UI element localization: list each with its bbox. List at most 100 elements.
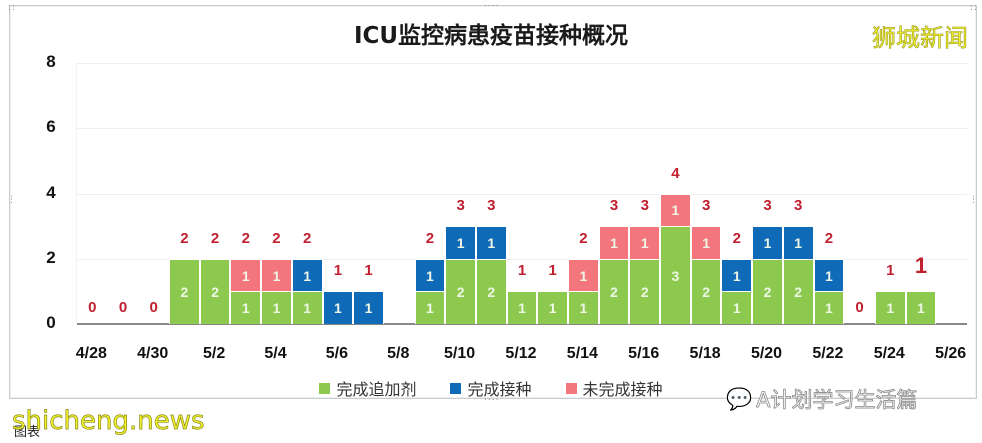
x-tick-label: 5/6 bbox=[325, 345, 348, 362]
x-tick-label: 5/24 bbox=[873, 345, 905, 362]
bar-segment: 1 bbox=[261, 258, 292, 292]
bar-segment: 1 bbox=[813, 258, 845, 292]
x-tick-label: 5/4 bbox=[264, 345, 287, 362]
legend-item[interactable]: 未完成接种 bbox=[565, 376, 663, 400]
bar-segment: 2 bbox=[445, 258, 476, 324]
resize-handle-top[interactable]: .... bbox=[484, 0, 500, 9]
bar-segment: 2 bbox=[629, 258, 661, 324]
bar-segment: 3 bbox=[660, 226, 691, 324]
bar-segment: 1 bbox=[261, 291, 292, 324]
bar-segment: 1 bbox=[874, 291, 906, 324]
x-tick-label: 5/18 bbox=[689, 345, 721, 362]
x-tick-label: 5/2 bbox=[202, 345, 226, 362]
bar-segment: 1 bbox=[660, 193, 691, 227]
bar-segment: 1 bbox=[721, 291, 753, 324]
gridline bbox=[77, 258, 967, 260]
legend-item[interactable]: 完成追加剂 bbox=[319, 376, 416, 400]
bar-segment: 1 bbox=[782, 226, 814, 259]
total-label: 0 bbox=[855, 299, 864, 317]
x-axis-line bbox=[77, 323, 967, 325]
total-label: 3 bbox=[456, 197, 465, 215]
legend-swatch-icon bbox=[450, 382, 462, 394]
total-label: 3 bbox=[609, 197, 619, 215]
x-tick-label: 5/26 bbox=[935, 345, 967, 362]
bar-segment: 1 bbox=[414, 291, 446, 324]
bar-segment: 1 bbox=[813, 291, 845, 324]
chart-frame: :: .... :: ⋮ ⋮ .... bbox=[7, 0, 979, 403]
bar-segment: 1 bbox=[721, 258, 753, 292]
bar-segment: 1 bbox=[752, 226, 783, 259]
legend-swatch-icon bbox=[319, 382, 331, 394]
bar-segment: 1 bbox=[568, 291, 599, 324]
gridline bbox=[77, 193, 967, 195]
resize-handle-bottom[interactable]: .... bbox=[484, 393, 500, 403]
total-label: 0 bbox=[149, 299, 158, 317]
bar-segment: 1 bbox=[230, 291, 262, 324]
bar-segment: 1 bbox=[629, 226, 661, 259]
resize-handle-top-right[interactable]: :: bbox=[969, 3, 978, 13]
total-label: 0 bbox=[88, 299, 97, 317]
total-label: 1 bbox=[886, 262, 895, 280]
resize-handle-top-left[interactable]: :: bbox=[8, 3, 17, 13]
bar-5/7[interactable]: 1 bbox=[353, 291, 384, 324]
bar-segment: 2 bbox=[752, 258, 783, 324]
total-label: 2 bbox=[272, 229, 281, 247]
total-label: 3 bbox=[487, 197, 496, 215]
x-tick-label: 5/10 bbox=[444, 345, 476, 362]
bar-5/6[interactable]: 1 bbox=[322, 291, 354, 324]
bar-segment: 2 bbox=[475, 258, 507, 324]
total-label: 2 bbox=[425, 229, 435, 247]
total-label: 2 bbox=[303, 229, 312, 247]
total-label: 1 bbox=[548, 262, 557, 280]
bar-segment: 2 bbox=[690, 258, 722, 324]
x-tick-label: 4/28 bbox=[75, 345, 107, 362]
resize-handle-left[interactable]: ⋮ bbox=[7, 195, 17, 205]
bar-segment: 2 bbox=[169, 258, 200, 324]
total-label: 3 bbox=[794, 197, 803, 215]
bar-segment: 2 bbox=[199, 258, 231, 324]
bar-segment: 1 bbox=[690, 226, 722, 259]
y-tick-label: 0 bbox=[46, 313, 56, 332]
bar-segment: 1 bbox=[568, 258, 599, 292]
bar-segment: 1 bbox=[445, 226, 476, 259]
total-label: 3 bbox=[763, 197, 772, 215]
watermark-account-label: A计划学习生活篇 bbox=[756, 388, 918, 413]
x-tick-label: 5/14 bbox=[566, 345, 598, 362]
total-label: 1 bbox=[517, 262, 527, 280]
bar-segment: 1 bbox=[475, 226, 507, 259]
total-label: 0 bbox=[118, 299, 128, 317]
bar-segment: 1 bbox=[291, 258, 323, 292]
legend: 完成追加剂 完成接种 未完成接种 bbox=[0, 376, 982, 400]
total-label: 2 bbox=[824, 229, 834, 247]
bar-5/25[interactable]: 1 bbox=[905, 291, 937, 324]
bar-5/24[interactable]: 1 bbox=[874, 291, 906, 324]
resize-handle-right[interactable]: ⋮ bbox=[969, 195, 979, 205]
bar-5/13[interactable]: 1 bbox=[537, 291, 569, 324]
bar-5/12[interactable]: 1 bbox=[506, 291, 538, 324]
total-label: 2 bbox=[210, 229, 220, 247]
legend-label: 完成追加剂 bbox=[336, 380, 417, 399]
bar-segment: 1 bbox=[291, 291, 323, 324]
bar-5/2[interactable]: 2 bbox=[199, 258, 231, 324]
chart-title: ICU监控病患疫苗接种概况 bbox=[353, 23, 629, 49]
bar-5/1[interactable]: 2 bbox=[169, 258, 200, 324]
legend-item[interactable]: 完成接种 bbox=[450, 376, 532, 400]
x-tick-label: 5/20 bbox=[750, 345, 783, 362]
total-label: 1 bbox=[333, 262, 343, 280]
bar-segment: 2 bbox=[598, 258, 630, 324]
